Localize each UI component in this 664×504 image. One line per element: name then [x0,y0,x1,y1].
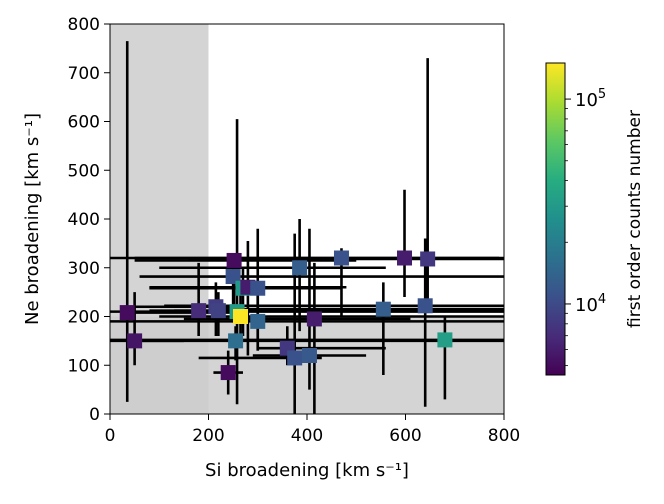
x-axis: 0 200 400 600 800 [105,414,520,446]
x-axis-label: Si broadening [km s⁻¹] [205,460,409,481]
y-tick-label: 700 [68,64,100,84]
data-point [301,348,317,363]
data-point [420,251,436,267]
data-point [119,305,135,321]
colorbar-tick-label: 104 [575,292,606,316]
y-tick-label: 300 [68,259,100,279]
x-tick-label: 0 [105,426,116,446]
data-point [375,301,391,317]
data-point [228,333,244,349]
data-point [220,365,236,381]
data-point [127,333,143,349]
data-point [226,252,242,268]
x-tick-label: 400 [291,426,323,446]
y-tick-label: 800 [68,15,100,35]
y-tick-label: 500 [68,161,100,181]
y-tick-label: 0 [89,405,100,425]
y-tick-label: 400 [68,210,100,230]
x-tick-label: 800 [488,426,520,446]
data-point [250,280,266,296]
plot-area [109,23,505,415]
data-point [333,250,349,266]
x-tick-label: 600 [389,426,421,446]
y-tick-label: 100 [68,356,100,376]
data-point [210,303,226,319]
data-point [306,311,322,327]
data-point [191,303,207,319]
y-axis-label: Ne broadening [km s⁻¹] [22,113,43,325]
colorbar: 104 105 first order counts number [545,62,645,376]
data-point [417,298,433,314]
colorbar-label: first order counts number [625,110,645,328]
colorbar-gradient [545,62,566,376]
data-point [225,269,241,285]
data-point [292,260,308,276]
data-point [287,350,303,366]
y-axis: 0 100 200 300 400 500 600 700 800 [68,15,110,425]
y-tick-label: 600 [68,113,100,133]
x-tick-label: 200 [192,426,224,446]
data-point [250,313,266,329]
data-point [437,332,453,348]
data-point [233,309,249,324]
y-tick-label: 200 [68,308,100,328]
colorbar-tick-label: 105 [575,87,606,111]
data-point [397,250,413,266]
